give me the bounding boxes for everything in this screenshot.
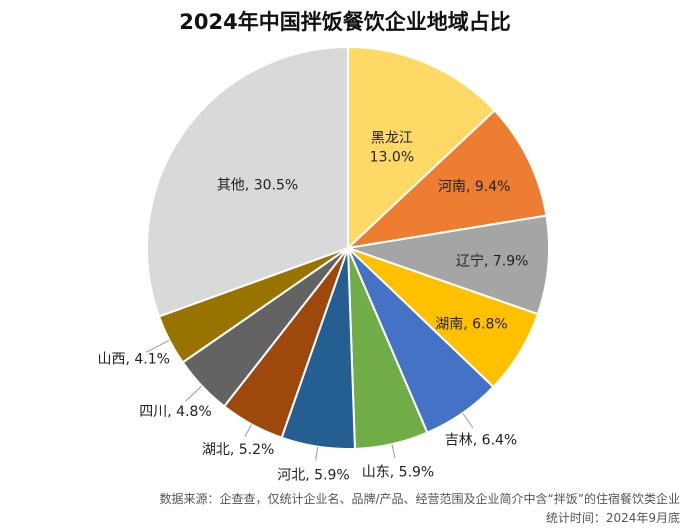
slice-label: 湖南, 6.8% (435, 317, 507, 333)
pie-slice (347, 214, 550, 316)
labels-layer: 黑龙江 13.0% 河南, 9.4% 辽宁, 7.9% 湖南, 6.8% 吉林, 6.4%… (97, 131, 528, 484)
slice-label: 河北, 5.9% (277, 468, 349, 484)
leader-line (244, 424, 253, 437)
slice-label: 河南, 9.4% (438, 179, 510, 195)
slice-label: 辽宁, 7.9% (456, 253, 528, 270)
stat-time: 统计时间：2024年9月底 (545, 511, 680, 525)
slices-layer (145, 45, 550, 450)
chart-title: 2024年中国拌饭餐饮企业地域占比 (179, 10, 511, 34)
leader-line (145, 339, 170, 353)
slice-label: 吉林, 6.4% (445, 433, 517, 449)
leader-line (315, 446, 319, 461)
source-note: 数据来源：企查查，仅统计企业名、品牌/产品、经营范围及企业简介中含“拌饭”的住宿… (159, 492, 680, 506)
leader-line (185, 385, 203, 402)
slice-label: 四川, 4.8% (139, 404, 211, 420)
slice-label: 黑龙江 13.0% (370, 131, 414, 166)
slice-label: 其他, 30.5% (217, 178, 298, 194)
leader-line (391, 443, 396, 459)
pie-chart: 黑龙江 13.0% 河南, 9.4% 辽宁, 7.9% 湖南, 6.8% 吉林, 6.4%… (97, 45, 550, 484)
slice-label: 山东, 5.9% (362, 465, 434, 481)
pie-slice (145, 45, 349, 318)
leaders-layer (145, 339, 474, 461)
pie-slice (344, 109, 548, 250)
leader-line (462, 412, 474, 429)
pie-slice (347, 45, 497, 251)
slice-label: 山西, 4.1% (97, 352, 169, 368)
slice-label: 湖北, 5.2% (202, 442, 274, 458)
